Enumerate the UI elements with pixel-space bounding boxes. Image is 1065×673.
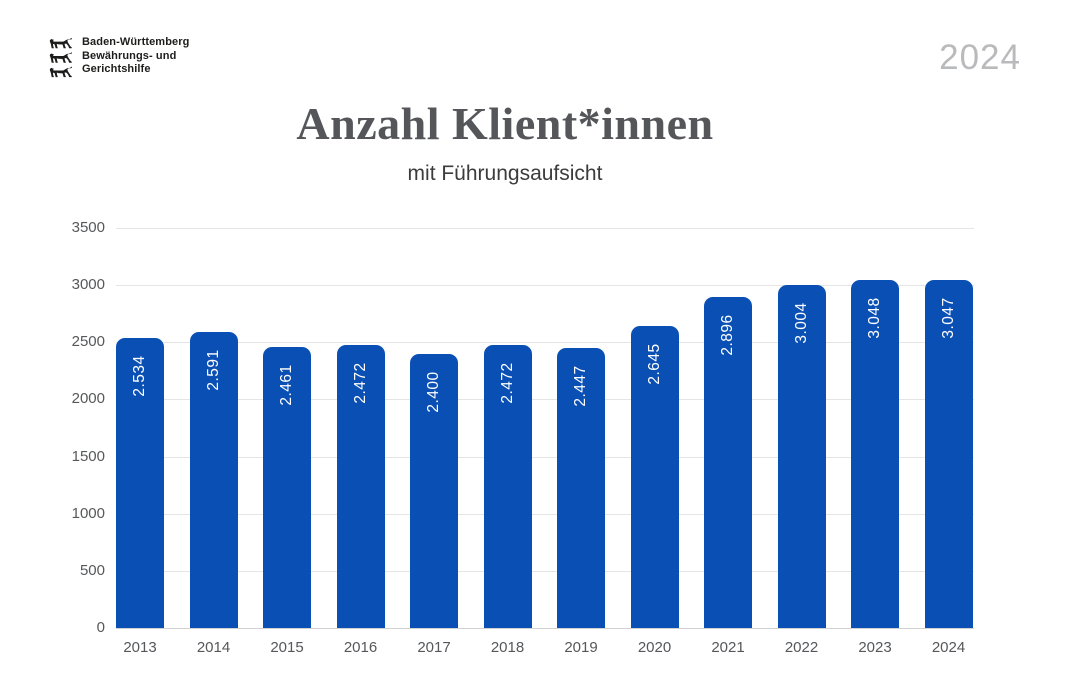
bar xyxy=(189,331,238,628)
bar-value-label: 2.645 xyxy=(645,343,663,385)
chart-title: Anzahl Klient*innen xyxy=(296,98,714,149)
bar xyxy=(704,297,752,628)
bar-value-label: 2.591 xyxy=(204,349,222,391)
logo-line-3: Gerichtshilfe xyxy=(82,63,151,75)
x-tick-label: 2020 xyxy=(637,639,672,656)
gridline xyxy=(116,513,974,515)
gridline xyxy=(116,570,974,572)
bar-value-label: 2.461 xyxy=(278,364,295,406)
bar xyxy=(924,279,973,628)
bar-value-label: 2.447 xyxy=(572,365,589,407)
x-tick-label: 2018 xyxy=(490,639,525,656)
bar-value-label: 3.004 xyxy=(792,302,810,344)
y-tick-label: 0 xyxy=(96,619,105,636)
x-tick-label: 2016 xyxy=(343,639,378,656)
bar xyxy=(851,279,899,628)
bw-coat-of-arms-icon xyxy=(49,38,73,78)
y-tick-label: 2500 xyxy=(71,333,105,351)
x-axis-line xyxy=(116,628,974,629)
gridline xyxy=(116,342,974,344)
logo-line-2: Bewährungs- und xyxy=(82,49,177,62)
x-tick-label: 2015 xyxy=(270,639,304,656)
bar xyxy=(116,338,164,628)
chart-subtitle: mit Führungsaufsicht xyxy=(407,162,603,185)
bar-value-label: 2.400 xyxy=(425,371,442,413)
bar xyxy=(410,353,458,628)
x-tick-label: 2021 xyxy=(711,639,745,656)
bar xyxy=(263,346,311,628)
bar-value-label: 2.534 xyxy=(131,355,148,398)
x-tick-label: 2014 xyxy=(196,639,231,656)
bw-logo: Baden-Württemberg Bewährungs- und Gerich… xyxy=(47,36,189,79)
y-tick-label: 1000 xyxy=(71,504,105,522)
y-tick-label: 3000 xyxy=(71,276,105,294)
bar-value-label: 3.047 xyxy=(939,297,957,339)
x-tick-label: 2024 xyxy=(931,639,966,656)
bar-value-label: 3.048 xyxy=(866,297,883,339)
gridline xyxy=(116,399,974,401)
y-tick-label: 2000 xyxy=(71,390,105,408)
y-tick-label: 500 xyxy=(79,561,105,579)
x-tick-label: 2023 xyxy=(858,639,892,656)
bar xyxy=(777,284,826,628)
gridline xyxy=(116,228,974,229)
x-tick-label: 2022 xyxy=(784,639,819,656)
year-badge: 2024 xyxy=(939,38,1021,77)
bar-value-label: 2.896 xyxy=(719,314,736,356)
x-tick-label: 2013 xyxy=(123,639,157,656)
logo-text: Baden-Württemberg Bewährungs- und Gerich… xyxy=(82,36,189,77)
bar-value-label: 2.472 xyxy=(351,362,369,405)
logo-line-1: Baden-Württemberg xyxy=(82,36,190,48)
y-tick-label: 3500 xyxy=(71,219,105,236)
bar-value-label: 2.472 xyxy=(498,362,516,405)
y-tick-label: 1500 xyxy=(71,447,105,465)
bar xyxy=(630,325,679,628)
x-tick-label: 2019 xyxy=(564,639,598,656)
bar xyxy=(336,345,385,628)
bar xyxy=(557,348,605,628)
gridline xyxy=(116,285,974,287)
gridline xyxy=(116,456,974,458)
bar xyxy=(483,345,532,628)
x-tick-label: 2017 xyxy=(417,639,451,656)
